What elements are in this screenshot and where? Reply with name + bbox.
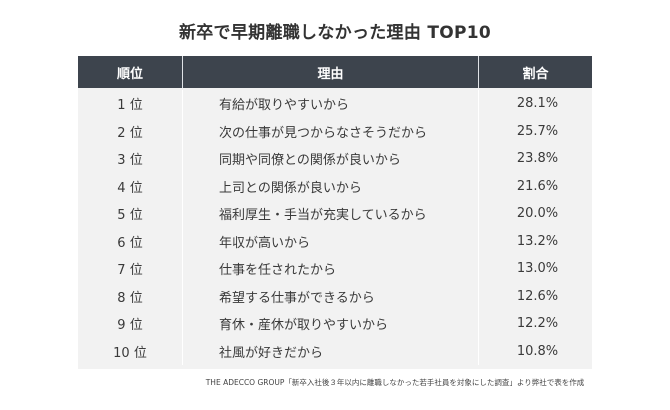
- table-header: 順位 理由 割合: [78, 56, 592, 88]
- table-row: 2 位 次の仕事が見つからなさそうだから 25.7%: [78, 117, 592, 145]
- rank-cell: 8 位: [117, 290, 143, 306]
- ranking-table: 順位 理由 割合 1 位 有給が取りやすいから 28.1% 2 位 次の仕事が見…: [78, 56, 592, 369]
- rank-cell: 10 位: [113, 345, 147, 361]
- reason-cell: 上司との関係が良いから: [182, 172, 478, 200]
- percentage-cell: 13.2%: [478, 227, 592, 255]
- rank-cell: 5 位: [117, 208, 143, 224]
- table-row: 4 位 上司との関係が良いから 21.6%: [78, 172, 592, 200]
- table-row: 1 位 有給が取りやすいから 28.1%: [78, 90, 592, 118]
- rank-cell: 9 位: [117, 318, 143, 334]
- percentage-cell: 13.0%: [478, 255, 592, 283]
- rank-cell: 2 位: [117, 125, 143, 141]
- reason-cell: 同期や同僚との関係が良いから: [182, 145, 478, 173]
- source-note: THE ADECCO GROUP「新卒入社後３年以内に離職しなかった若手社員を対…: [205, 378, 585, 387]
- header-percentage: 割合: [478, 56, 592, 88]
- table-body: 1 位 有給が取りやすいから 28.1% 2 位 次の仕事が見つからなさそうだか…: [78, 88, 592, 369]
- percentage-cell: 23.8%: [478, 145, 592, 173]
- reason-cell: 希望する仕事ができるから: [182, 282, 478, 310]
- table-row: 7 位 仕事を任されたから 13.0%: [78, 255, 592, 283]
- percentage-cell: 20.0%: [478, 200, 592, 228]
- reason-cell: 福利厚生・手当が充実しているから: [182, 200, 478, 228]
- reason-cell: 仕事を任されたから: [182, 255, 478, 283]
- table-row: 5 位 福利厚生・手当が充実しているから 20.0%: [78, 200, 592, 228]
- percentage-cell: 10.8%: [478, 337, 592, 365]
- header-rank: 順位: [116, 66, 143, 82]
- table-row: 3 位 同期や同僚との関係が良いから 23.8%: [78, 145, 592, 173]
- rank-cell: 3 位: [117, 153, 143, 169]
- rank-cell: 7 位: [117, 263, 143, 279]
- percentage-cell: 21.6%: [478, 172, 592, 200]
- reason-cell: 社風が好きだから: [182, 337, 478, 365]
- header-reason: 理由: [182, 56, 478, 88]
- table-row: 8 位 希望する仕事ができるから 12.6%: [78, 282, 592, 310]
- percentage-cell: 12.2%: [478, 310, 592, 338]
- page-title: 新卒で早期離職しなかった理由 TOP10: [178, 23, 492, 43]
- reason-cell: 年収が高いから: [182, 227, 478, 255]
- rank-cell: 4 位: [117, 180, 143, 196]
- reason-cell: 育休・産休が取りやすいから: [182, 310, 478, 338]
- percentage-cell: 28.1%: [478, 90, 592, 118]
- table-row: 6 位 年収が高いから 13.2%: [78, 227, 592, 255]
- table-row: 10 位 社風が好きだから 10.8%: [78, 337, 592, 365]
- percentage-cell: 25.7%: [478, 117, 592, 145]
- reason-cell: 次の仕事が見つからなさそうだから: [182, 117, 478, 145]
- rank-cell: 6 位: [117, 235, 143, 251]
- percentage-cell: 12.6%: [478, 282, 592, 310]
- rank-cell: 1 位: [117, 98, 143, 114]
- reason-cell: 有給が取りやすいから: [182, 90, 478, 118]
- table-row: 9 位 育休・産休が取りやすいから 12.2%: [78, 310, 592, 338]
